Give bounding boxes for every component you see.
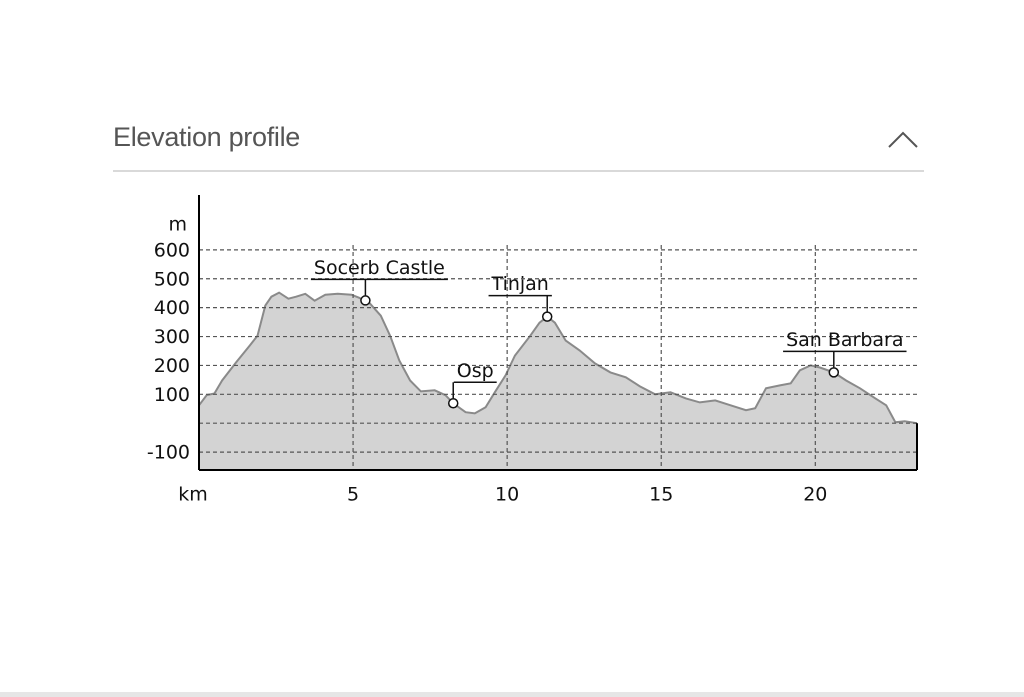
annotation-marker xyxy=(541,311,553,322)
divider xyxy=(113,170,924,172)
y-tick-label: 400 xyxy=(154,297,190,319)
elevation-line xyxy=(198,291,918,425)
annotation-label: San Barbara xyxy=(786,329,903,351)
bottom-rule xyxy=(0,692,1024,697)
elevation-area xyxy=(199,292,917,470)
x-tick-label: 15 xyxy=(649,484,673,506)
annotation-label: Socerb Castle xyxy=(314,257,445,279)
x-tick-label: 5 xyxy=(347,484,359,506)
y-tick-label: 500 xyxy=(154,268,190,290)
section-title: Elevation profile xyxy=(113,122,301,152)
collapse-toggle[interactable] xyxy=(886,128,920,152)
y-axis-label: m xyxy=(168,214,187,236)
annotation-marker xyxy=(360,295,371,306)
annotation-label: Osp xyxy=(457,360,494,382)
y-tick-label: 600 xyxy=(154,239,190,261)
x-tick-label: 10 xyxy=(495,484,519,506)
x-tick-label: 20 xyxy=(803,484,827,506)
x-axis-label: km xyxy=(178,484,208,506)
y-tick-label: -100 xyxy=(147,442,190,464)
annotation-marker xyxy=(447,398,459,409)
y-tick-label: 100 xyxy=(154,384,190,406)
y-tick-label: 300 xyxy=(154,326,190,348)
annotation-marker xyxy=(828,367,840,378)
y-tick-label: 200 xyxy=(154,355,190,377)
annotation-label: Tinjan xyxy=(491,273,549,295)
